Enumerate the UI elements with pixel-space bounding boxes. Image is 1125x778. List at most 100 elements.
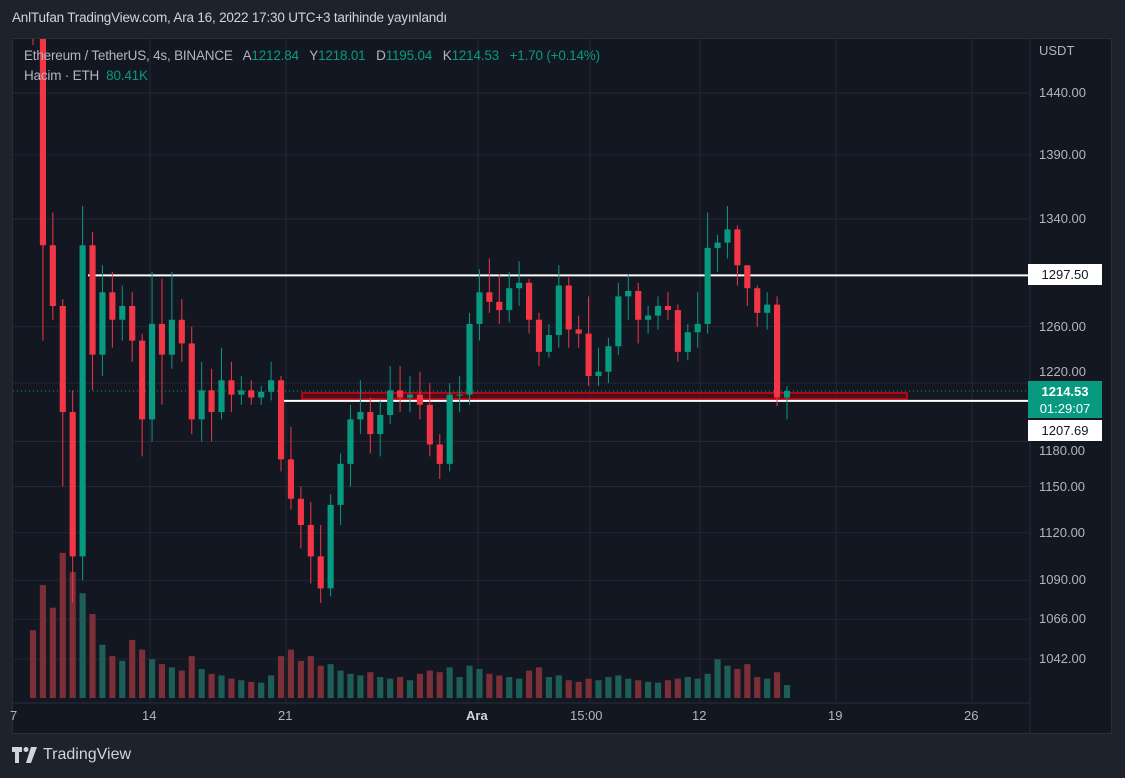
currency-label[interactable]: USDT xyxy=(1039,43,1075,58)
volume-bar xyxy=(436,672,443,698)
price-tick-label: 1390.00 xyxy=(1039,146,1086,162)
candle-body xyxy=(248,390,255,398)
resistance-price-tag: 1297.50 xyxy=(1028,264,1102,285)
candle-body xyxy=(734,229,741,266)
price-tick-label: 1120.00 xyxy=(1039,524,1086,540)
candle-body xyxy=(238,390,245,395)
symbol-title[interactable]: Ethereum / TetherUS, 4s, BINANCE xyxy=(24,48,233,63)
volume-bar xyxy=(208,673,215,698)
candle-body xyxy=(535,319,543,352)
candle-body xyxy=(555,285,562,336)
candle-body xyxy=(724,229,731,243)
bar-countdown: 01:29:07 xyxy=(1039,401,1091,416)
volume-bar xyxy=(198,668,205,698)
tradingview-logo[interactable]: TradingView xyxy=(12,746,131,764)
volume-bar xyxy=(39,585,46,698)
candle-body xyxy=(198,390,205,420)
candle-body xyxy=(99,292,106,355)
candle-body xyxy=(228,380,235,395)
candle-body xyxy=(754,288,761,313)
low-label: D xyxy=(376,48,386,63)
candle-body xyxy=(317,556,324,589)
price-tick-label: 1180.00 xyxy=(1039,443,1086,458)
candle-body xyxy=(307,525,314,557)
volume-bar xyxy=(664,680,672,698)
price-tick-label: 1042.00 xyxy=(1039,651,1086,667)
volume-bar xyxy=(397,677,404,698)
time-tick-label: 14 xyxy=(142,708,157,723)
high-label: Y xyxy=(309,48,319,63)
volume-bar xyxy=(704,673,711,698)
tradingview-logo-text: TradingView xyxy=(43,746,132,763)
volume-bar xyxy=(69,572,76,698)
volume-bar xyxy=(99,644,106,698)
candle-body xyxy=(416,394,423,405)
volume-bar xyxy=(645,681,652,698)
volume-bar xyxy=(635,680,642,698)
plot-area xyxy=(13,39,1029,698)
candle-body xyxy=(545,335,552,352)
low-value: 1195.04 xyxy=(385,48,433,63)
candle-body xyxy=(506,288,513,311)
volume-bar xyxy=(89,614,96,698)
candle-body xyxy=(158,323,166,355)
volume-bar xyxy=(377,677,384,698)
volume-bar xyxy=(734,668,741,698)
candle-body xyxy=(327,504,334,589)
red-zone-rectangle xyxy=(301,392,908,400)
chart-frame[interactable] xyxy=(12,38,1112,734)
candle-body xyxy=(565,285,572,330)
time-tick-label: 26 xyxy=(964,708,979,723)
volume-bar xyxy=(724,665,731,698)
candle-body xyxy=(516,282,523,289)
time-tick-label: Ara xyxy=(466,708,488,723)
candle-body xyxy=(297,498,304,526)
volume-label[interactable]: Hacim · ETH xyxy=(24,68,100,83)
candle-body xyxy=(188,343,195,420)
volume-bar xyxy=(555,675,562,698)
volume-value: 80.41K xyxy=(106,68,148,83)
volume-bar xyxy=(456,677,463,698)
volume-bar xyxy=(158,664,166,698)
candle-body xyxy=(367,412,374,435)
candle-body xyxy=(89,245,96,355)
candle-body xyxy=(357,412,364,420)
candle-body xyxy=(168,319,175,355)
candle-body xyxy=(654,305,662,316)
candle-body xyxy=(79,245,86,557)
volume-bar xyxy=(585,678,592,698)
candle-body xyxy=(635,290,642,320)
candle-body xyxy=(714,242,721,248)
open-label: A xyxy=(242,48,252,63)
candle-body xyxy=(178,319,185,344)
volume-bar xyxy=(416,673,423,698)
volume-bar xyxy=(79,593,86,698)
price-tick-label: 1440.00 xyxy=(1039,85,1086,100)
volume-bar xyxy=(783,685,791,698)
candle-body xyxy=(615,296,622,347)
candle-body xyxy=(347,419,354,464)
candle-body xyxy=(69,412,76,557)
volume-bar xyxy=(317,665,324,698)
candle-body xyxy=(397,390,404,398)
volume-bar xyxy=(119,660,126,698)
close-label: K xyxy=(442,48,452,63)
candle-body xyxy=(466,323,473,395)
volume-bar xyxy=(59,552,66,698)
candle-body xyxy=(674,310,681,352)
candle-body xyxy=(148,323,156,420)
volume-bar xyxy=(535,667,543,698)
volume-bar xyxy=(238,680,245,698)
volume-bar xyxy=(625,678,632,698)
volume-bar xyxy=(525,670,533,698)
candle-body xyxy=(218,380,225,413)
volume-bar xyxy=(347,673,354,698)
volume-bar xyxy=(545,677,552,698)
price-tick-label: 1150.00 xyxy=(1039,478,1086,494)
candle-body xyxy=(139,340,146,420)
volume-bar xyxy=(129,639,136,698)
candle-body xyxy=(277,380,285,460)
volume-bar xyxy=(287,649,295,698)
candle-body xyxy=(664,305,672,311)
